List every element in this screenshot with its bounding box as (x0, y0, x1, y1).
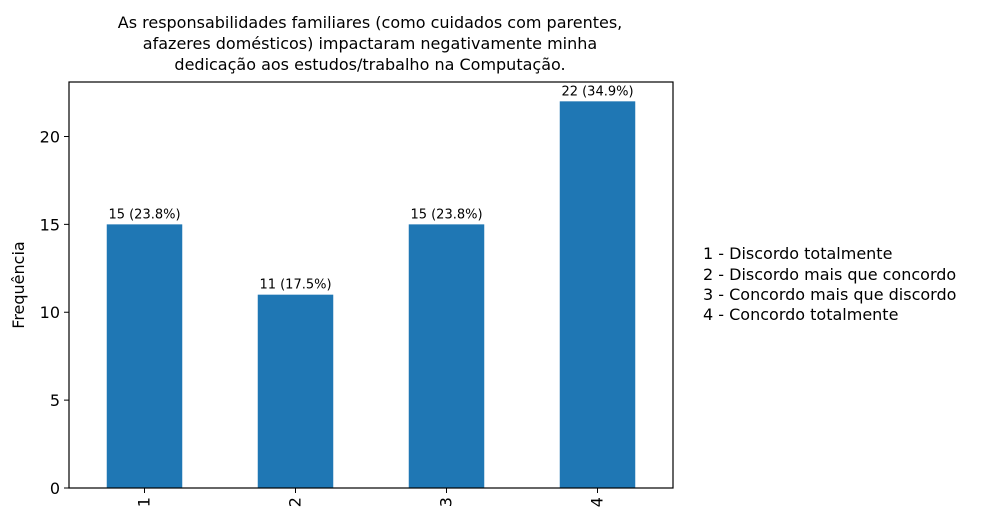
bar-labels-group: 15 (23.8%) 11 (17.5%) 15 (23.8%) 22 (34.9%) (108, 84, 633, 292)
legend-entry-4: 4 - Concordo totalmente (703, 305, 898, 324)
y-tick-label-20: 20 (40, 127, 60, 146)
legend-entry-1: 1 - Discordo totalmente (703, 244, 892, 263)
y-tick-label-15: 15 (40, 215, 60, 234)
chart-title-line-3: dedicação aos estudos/trabalho na Comput… (174, 55, 565, 74)
y-tick-label-0: 0 (50, 479, 60, 498)
y-axis-label: Frequência (9, 241, 28, 328)
bar-4 (559, 101, 636, 488)
y-axis: 0 5 10 15 20 (40, 127, 69, 498)
chart-title: As responsabilidades familiares (como cu… (118, 13, 623, 74)
bar-3 (408, 224, 485, 488)
x-tick-label-4: 4 (588, 497, 607, 507)
y-tick-label-5: 5 (50, 391, 60, 410)
x-axis: 1 2 3 4 (135, 488, 607, 507)
x-tick-label-3: 3 (437, 497, 456, 507)
x-tick-label-1: 1 (135, 497, 154, 507)
bar-value-label-4: 22 (34.9%) (561, 84, 633, 99)
bar-value-label-3: 15 (23.8%) (410, 207, 482, 222)
legend-entry-2: 2 - Discordo mais que concordo (703, 265, 956, 284)
bars-group (106, 101, 636, 488)
bar-value-label-2: 11 (17.5%) (259, 278, 331, 293)
bar-2 (257, 294, 334, 488)
x-tick-label-2: 2 (286, 497, 305, 507)
chart-title-line-1: As responsabilidades familiares (como cu… (118, 13, 623, 32)
bar-1 (106, 224, 183, 488)
y-tick-label-10: 10 (40, 303, 60, 322)
legend-entry-3: 3 - Concordo mais que discordo (703, 285, 956, 304)
chart-title-line-2: afazeres domésticos) impactaram negativa… (143, 34, 597, 53)
plot-frame (68, 81, 674, 489)
bar-value-label-1: 15 (23.8%) (108, 207, 180, 222)
legend: 1 - Discordo totalmente 2 - Discordo mai… (703, 244, 956, 324)
